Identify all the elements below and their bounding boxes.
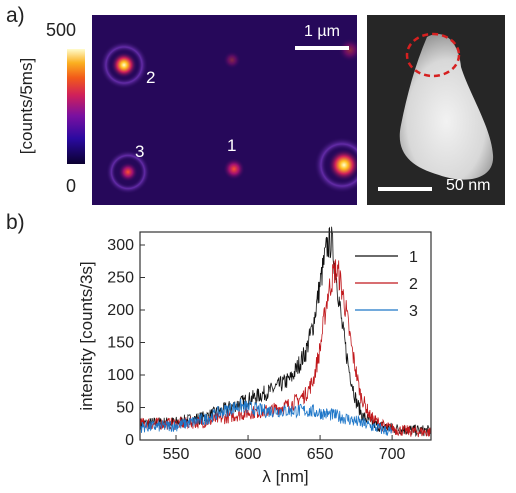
tip-marker-circle — [405, 32, 461, 78]
legend: 1 2 3 — [355, 249, 418, 320]
x-axis-label: λ [nm] — [262, 467, 308, 486]
nanoparticle-shape — [399, 33, 494, 180]
series-line-2 — [139, 259, 432, 438]
y-tick-label: 150 — [107, 335, 134, 352]
legend-label-1: 1 — [409, 249, 418, 266]
map-spot — [223, 51, 241, 69]
plot-series-group — [139, 226, 432, 438]
y-tick-label: 0 — [125, 432, 134, 449]
colorbar-title: [counts/5ms] — [17, 57, 36, 155]
x-tick-label: 650 — [307, 446, 334, 463]
legend-label-2: 2 — [409, 276, 418, 293]
x-tick-label: 700 — [379, 446, 406, 463]
y-axis: 0 50 100 150 200 250 300 — [107, 237, 145, 449]
y-axis-label: intensity [counts/3s] — [77, 261, 96, 410]
panel-label-b: b) — [6, 211, 25, 234]
plot-frame — [139, 231, 432, 441]
particle-label-3: 3 — [135, 142, 145, 161]
fluorescence-map — [92, 15, 357, 205]
map-spot — [338, 38, 357, 62]
legend-label-3: 3 — [409, 303, 418, 320]
x-axis: 550 600 650 700 — [163, 435, 406, 463]
sem-scalebar — [378, 187, 432, 191]
y-tick-label: 300 — [107, 237, 134, 254]
map-scalebar — [295, 46, 349, 50]
spectrum-chart: 550 600 650 700 0 50 100 150 200 250 300 intensit… — [77, 226, 432, 486]
sem-scalebar-label: 50 nm — [446, 177, 491, 194]
y-tick-label: 50 — [116, 400, 134, 417]
map-spot — [118, 162, 138, 182]
x-tick-label: 550 — [163, 446, 190, 463]
sem-image — [367, 15, 505, 205]
y-tick-label: 100 — [107, 367, 134, 384]
map-spot — [328, 149, 357, 181]
panel-label-a: a) — [6, 4, 25, 27]
y-tick-label: 200 — [107, 302, 134, 319]
series-line-3 — [139, 398, 392, 436]
fluorescence-map-graphic — [100, 38, 357, 194]
map-spot — [223, 158, 245, 180]
x-tick-label: 600 — [235, 446, 262, 463]
sem-graphic — [399, 32, 494, 180]
colorbar-min-label: 0 — [66, 176, 77, 196]
colorbar-max-label: 500 — [46, 20, 77, 40]
y-tick-label: 250 — [107, 270, 134, 287]
map-spot — [111, 52, 137, 78]
particle-label-1: 1 — [227, 136, 237, 155]
particle-label-2: 2 — [146, 68, 156, 87]
series-line-1 — [139, 226, 432, 438]
colorbar — [67, 49, 85, 164]
map-scalebar-label: 1 µm — [304, 23, 340, 40]
